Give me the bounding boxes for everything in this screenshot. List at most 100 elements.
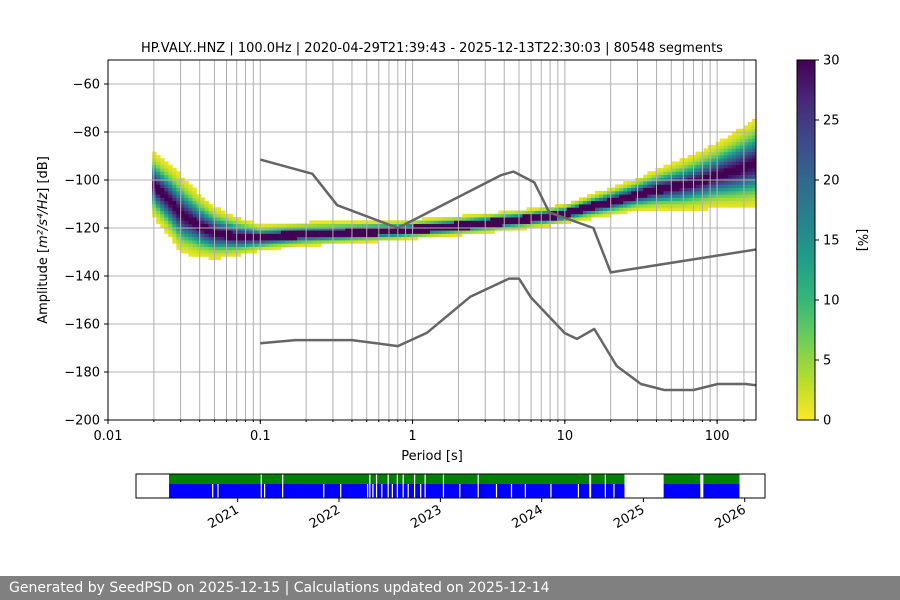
density-cell [180,223,185,228]
density-cell [659,197,664,202]
density-cell [703,200,709,205]
density-cell [719,190,725,195]
density-cell [743,132,749,136]
density-cell [522,223,527,228]
density-cell [450,230,455,234]
y-tick-label: −80 [73,126,100,141]
density-cell [184,220,189,225]
density-cell [248,240,254,244]
density-cell [719,171,725,175]
density-cell [204,217,209,221]
density-cell [599,204,604,208]
density-cell [192,187,197,192]
density-cell [232,230,238,234]
density-cell [514,220,519,225]
density-cell [168,204,173,208]
density-cell [361,240,366,244]
density-cell [248,249,254,254]
density-cell [381,233,387,238]
density-cell [192,230,197,234]
density-cell [160,174,165,179]
density-cell [248,230,254,234]
density-cell [361,233,366,238]
density-cell [731,148,737,153]
density-cell [160,223,165,228]
density-cell [200,197,205,202]
density-cell [667,204,672,208]
density-cell [401,236,407,241]
density-cell [727,200,733,205]
density-cell [623,210,628,215]
density-cell [699,168,705,172]
density-cell [264,243,270,247]
density-cell [204,207,209,211]
density-cell [188,223,193,228]
density-cell [594,200,600,205]
density-cell [365,220,370,225]
density-cell [337,240,342,244]
density-cell [184,194,189,198]
density-cell [627,197,632,202]
density-cell [437,226,443,231]
density-cell [413,230,419,234]
density-cell [462,220,467,225]
density-cell [180,187,185,192]
density-cell [671,181,676,185]
density-cell [204,226,209,231]
density-cell [204,230,209,234]
density-cell [711,174,717,179]
density-cell [582,213,588,218]
density-cell [160,184,165,189]
density-cell [659,194,664,198]
density-cell [490,220,495,225]
density-cell [671,184,676,189]
density-cell [711,161,717,166]
density-cell [711,194,717,198]
density-cell [405,233,411,238]
density-cell [248,220,254,225]
density-cell [220,223,226,228]
density-cell [325,240,330,244]
density-cell [715,168,721,172]
density-cell [289,236,294,241]
density-cell [578,213,584,218]
density-cell [192,240,197,244]
density-cell [164,230,169,234]
density-cell [478,230,483,234]
availability-gap [424,474,426,484]
density-cell [747,174,753,179]
density-cell [647,194,652,198]
density-cell [687,184,692,189]
density-cell [248,246,254,251]
density-cell [466,220,471,225]
density-cell [264,240,270,244]
density-cell [160,158,165,162]
density-cell [152,190,157,195]
density-cell [204,210,209,215]
density-cell [192,194,197,198]
density-cell [659,204,664,208]
density-cell [252,236,258,241]
density-cell [216,213,222,218]
density-cell [711,168,717,172]
density-cell [703,197,709,202]
density-cell [534,210,540,215]
density-cell [639,181,644,185]
density-cell [164,174,169,179]
density-cell [216,223,222,228]
density-cell [409,236,415,241]
density-cell [542,217,548,221]
density-cell [276,236,282,241]
density-cell [293,223,298,228]
density-cell [743,174,749,179]
density-cell [639,190,644,195]
density-cell [522,213,527,218]
density-cell [297,243,302,247]
density-cell [196,230,201,234]
density-cell [747,125,753,130]
density-cell [679,187,684,192]
density-cell [711,154,717,159]
density-cell [289,243,294,247]
density-cell [723,154,729,159]
density-cell [180,243,185,247]
